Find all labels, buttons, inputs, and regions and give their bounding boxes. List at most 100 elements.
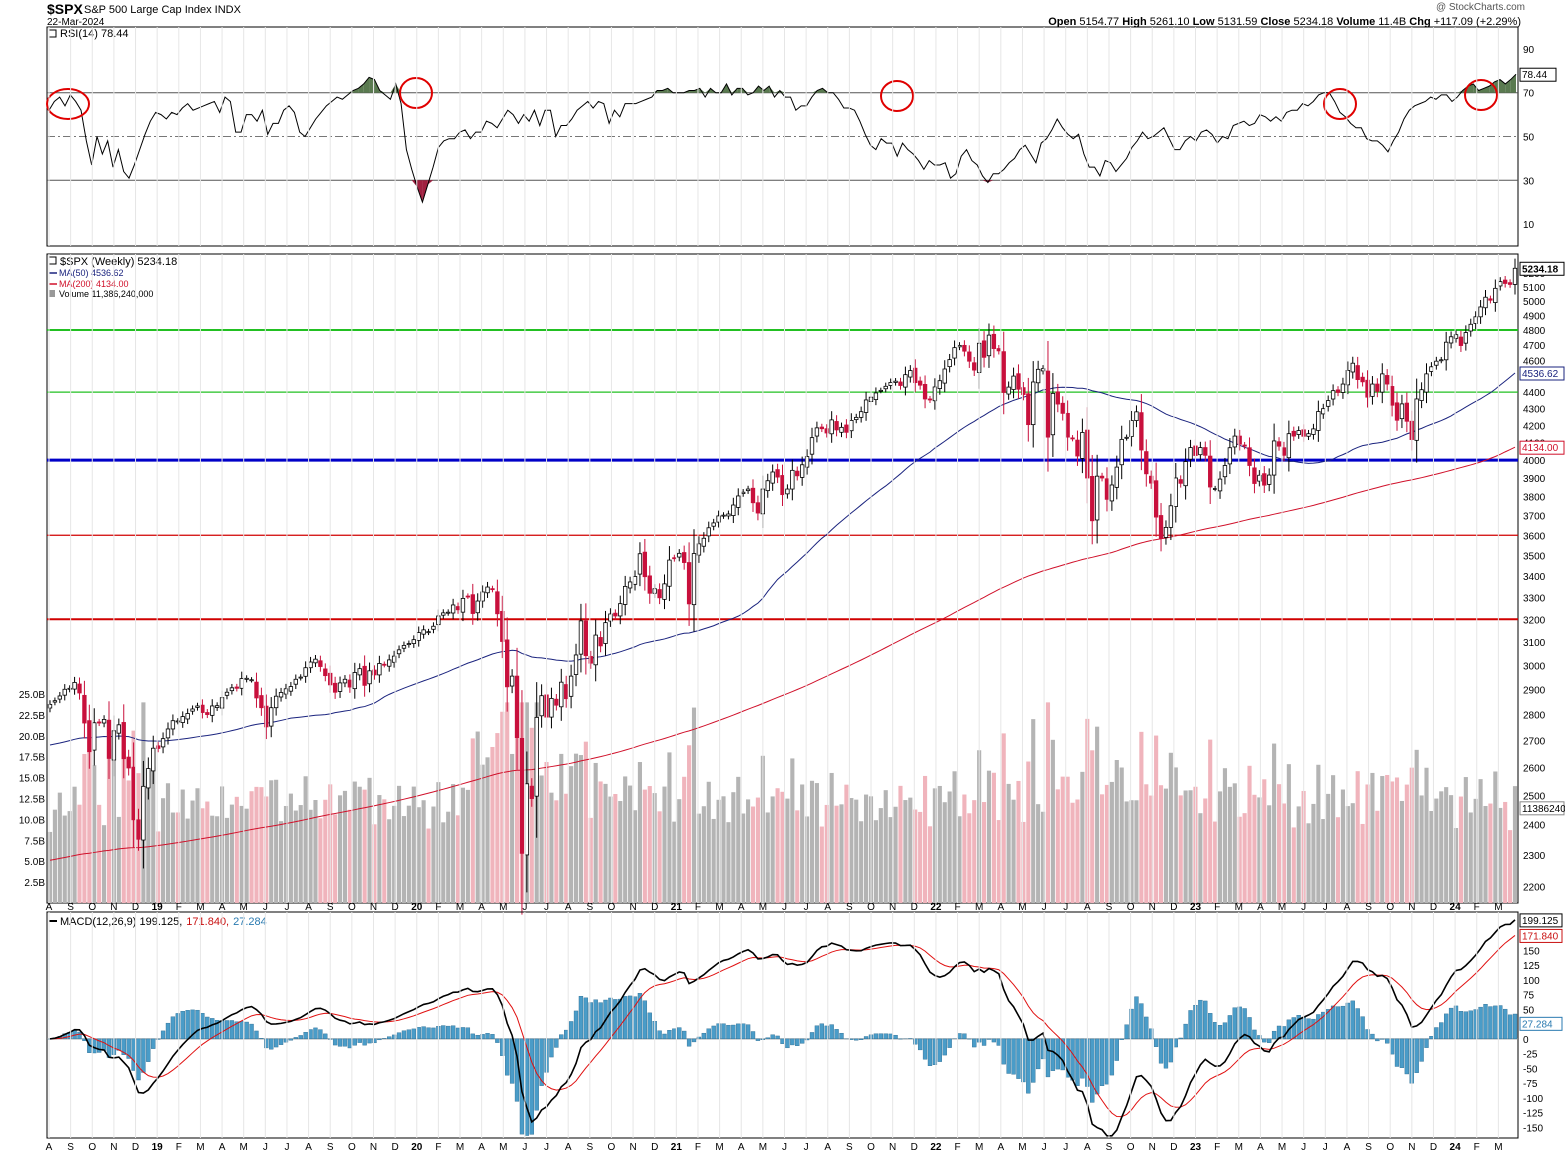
candle-body [82, 694, 87, 724]
volume-bar [809, 780, 815, 903]
volume-bar [918, 811, 923, 903]
candle-body [210, 705, 215, 716]
candle-body [229, 687, 235, 692]
rsi-overbought-fill [694, 88, 700, 93]
macd-histogram-bar [804, 1038, 810, 1041]
macd-panel: -150-125-100-75-50-250255075100125150175… [46, 911, 1563, 1139]
volume-bar [1434, 798, 1439, 903]
volume-bar [844, 784, 849, 903]
x-tick-label-top: M [196, 902, 204, 913]
volume-bar [421, 800, 426, 903]
candle-body [829, 419, 834, 435]
candle-body [706, 527, 711, 537]
volume-bar [1296, 806, 1301, 903]
x-tick-label-top: S [586, 902, 593, 913]
macd-histogram-bar [1262, 1038, 1267, 1043]
x-tick-label-top: F [176, 902, 182, 913]
macd-histogram-bar [529, 1038, 534, 1135]
macd-histogram-bar [1365, 1029, 1370, 1040]
volume-bar [824, 804, 829, 903]
volume-bar [1316, 764, 1321, 903]
ohlc-volume-label: Volume [1336, 16, 1376, 28]
volume-bar [82, 753, 87, 903]
x-tick-label-top: F [1474, 902, 1480, 913]
rsi-y-tick: 10 [1523, 220, 1535, 231]
x-tick-label-top: M [715, 902, 723, 913]
macd-histogram-bar [1222, 1022, 1228, 1040]
macd-histogram-bar [1345, 1002, 1351, 1040]
price-y-tick: 2900 [1523, 686, 1546, 697]
x-tick-label-top: M [1494, 902, 1502, 913]
x-tick-label-bottom: A [824, 1142, 831, 1153]
ohlc-chg-label: Chg [1409, 16, 1431, 28]
x-tick-label-top: F [695, 902, 701, 913]
x-tick-label-bottom: D [1170, 1142, 1177, 1153]
x-tick-label-top: F [435, 902, 441, 913]
volume-bar [1380, 776, 1385, 903]
candle-body [1129, 420, 1134, 437]
volume-bar [1306, 823, 1311, 903]
candle-body [244, 677, 249, 680]
x-tick-label-bottom: S [1106, 1142, 1113, 1153]
candle-body [534, 716, 539, 797]
x-tick-label-bottom: F [176, 1142, 182, 1153]
candle-body [883, 385, 888, 390]
macd-histogram-bar [465, 1027, 471, 1040]
volume-bar [549, 792, 554, 903]
macd-histogram-bar [131, 1038, 136, 1071]
x-tick-label-bottom: A [478, 1142, 485, 1153]
x-tick-label-bottom: J [1042, 1142, 1047, 1153]
candle-body [382, 663, 387, 666]
candle-body [1468, 323, 1473, 332]
volume-bar [485, 757, 490, 903]
volume-bar [1095, 726, 1100, 903]
candle-body [1276, 441, 1282, 447]
candle-body [588, 656, 593, 664]
volume-bar [455, 815, 461, 903]
macd-histogram-bar [1035, 1038, 1041, 1070]
price-y-tick: 5000 [1523, 297, 1546, 308]
macd-histogram-bar [721, 1023, 726, 1040]
macd-histogram-bar [1134, 996, 1139, 1040]
price-y-tick: 4600 [1523, 356, 1546, 367]
macd-histogram-bar [490, 1034, 495, 1040]
macd-histogram-bar [1178, 1037, 1183, 1040]
candle-body [116, 724, 121, 734]
x-tick-label-top: S [846, 902, 853, 913]
candle-body [480, 591, 485, 602]
candle-body [362, 665, 367, 686]
candle-body [952, 347, 957, 359]
macd-histogram-bar [1094, 1038, 1100, 1095]
macd-y-tick: -150 [1523, 1123, 1543, 1134]
candle-body [1026, 393, 1031, 426]
macd-histogram-bar [913, 1038, 918, 1045]
ma50-legend: MA(50) 4536.62 [59, 268, 124, 278]
x-tick-label-top: F [955, 902, 961, 913]
candle-body [741, 491, 746, 494]
candle-body [1212, 488, 1218, 490]
macd-histogram-bar [500, 1038, 505, 1056]
price-value-tag-box [1519, 366, 1565, 381]
macd-histogram-bar [672, 1028, 677, 1040]
volume-bar [647, 786, 652, 903]
volume-bar [1237, 816, 1242, 903]
volume-bar [559, 753, 564, 903]
volume-bar [323, 799, 328, 903]
candle-body [647, 575, 652, 594]
macd-histogram-bar [269, 1038, 274, 1050]
macd-histogram-bar [357, 1038, 362, 1043]
volume-bar [721, 796, 726, 903]
candle-body [1021, 387, 1026, 395]
candle-body [1090, 476, 1095, 522]
x-tick-label-bottom: F [955, 1142, 961, 1153]
candle-body [1114, 466, 1119, 488]
candle-body [721, 514, 726, 517]
volume-bar [746, 799, 751, 903]
candle-body [1404, 402, 1410, 422]
candle-body [799, 464, 805, 478]
candle-body [1463, 332, 1469, 344]
volume-bar [210, 815, 215, 903]
volume-bar [1203, 798, 1208, 903]
price-y-tick: 4800 [1523, 326, 1546, 337]
